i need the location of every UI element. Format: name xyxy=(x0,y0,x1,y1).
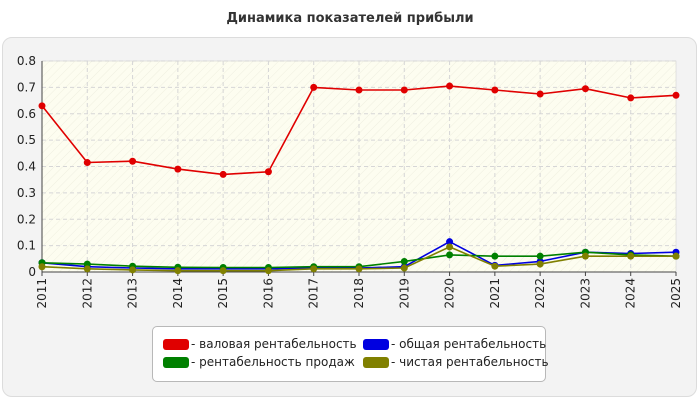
data-point-chistaya xyxy=(83,265,91,273)
legend-label-obshaya: - общая рентабельность xyxy=(391,337,547,351)
axes: 0 0.1 0.2 0.3 0.4 0.5 0.6 0.7 0.8 2011 2012 2013 201… xyxy=(17,54,683,309)
data-point-valovaya xyxy=(627,94,635,102)
data-point-chistaya xyxy=(627,252,635,260)
data-point-chistaya xyxy=(264,267,272,275)
y-tick-label: 0 xyxy=(28,265,36,279)
y-tick-label: 0.4 xyxy=(17,160,36,174)
data-point-prodazh xyxy=(536,252,544,260)
legend-item-chistaya: - чистая рентабельность xyxy=(363,353,549,371)
y-tick-label: 0.6 xyxy=(17,107,36,121)
data-point-valovaya xyxy=(38,102,46,110)
grid-lines xyxy=(42,60,676,272)
y-tick-label: 0.2 xyxy=(17,212,36,226)
data-point-valovaya xyxy=(174,165,182,173)
data-point-chistaya xyxy=(446,243,454,251)
data-point-chistaya xyxy=(491,262,499,270)
x-tick-label: 2023 xyxy=(578,278,592,309)
data-point-chistaya xyxy=(174,267,182,275)
x-tick-label: 2013 xyxy=(126,278,140,309)
data-point-chistaya xyxy=(672,252,680,260)
x-tick-label: 2018 xyxy=(352,278,366,309)
x-tick-label: 2016 xyxy=(261,278,275,309)
y-tick-label: 0.7 xyxy=(17,80,36,94)
legend: - валовая рентабельность - общая рентабе… xyxy=(152,326,549,382)
y-tick-label: 0.1 xyxy=(17,239,36,253)
data-point-chistaya xyxy=(129,266,137,274)
data-point-prodazh xyxy=(491,252,499,260)
data-point-valovaya xyxy=(536,90,544,98)
legend-swatch-valovaya xyxy=(163,338,189,350)
data-point-valovaya xyxy=(400,86,408,94)
x-tick-label: 2022 xyxy=(533,278,547,309)
y-tick-label: 0.8 xyxy=(17,54,36,68)
y-tick-label: 0.5 xyxy=(17,133,36,147)
data-point-valovaya xyxy=(219,170,227,178)
legend-swatch-obshaya xyxy=(363,338,389,350)
data-point-valovaya xyxy=(264,168,272,176)
x-tick-label: 2020 xyxy=(443,278,457,309)
data-point-chistaya xyxy=(355,265,363,273)
x-tick-label: 2012 xyxy=(80,278,94,309)
legend-item-obshaya: - общая рентабельность xyxy=(363,335,546,353)
data-point-valovaya xyxy=(355,86,363,94)
legend-label-prodazh: - рентабельность продаж xyxy=(191,355,355,369)
legend-swatch-prodazh xyxy=(163,356,189,368)
x-tick-label: 2021 xyxy=(488,278,502,309)
data-point-chistaya xyxy=(536,260,544,268)
data-point-chistaya xyxy=(38,263,46,271)
series-lines xyxy=(38,82,680,275)
data-point-chistaya xyxy=(581,252,589,260)
data-point-prodazh xyxy=(400,257,408,265)
x-tick-label: 2014 xyxy=(171,278,185,309)
legend-label-valovaya: - валовая рентабельность xyxy=(191,337,357,351)
x-tick-label: 2011 xyxy=(35,278,49,309)
y-tick-label: 0.3 xyxy=(17,186,36,200)
data-point-valovaya xyxy=(446,82,454,90)
chart-title: Динамика показателей прибыли xyxy=(226,11,474,26)
x-tick-label: 2024 xyxy=(624,278,638,309)
data-point-valovaya xyxy=(581,85,589,93)
data-point-obshaya xyxy=(446,238,454,246)
x-tick-label: 2025 xyxy=(669,278,683,309)
data-point-valovaya xyxy=(129,157,137,165)
legend-swatch-chistaya xyxy=(363,356,389,368)
data-point-valovaya xyxy=(491,86,499,94)
x-tick-label: 2019 xyxy=(397,278,411,309)
legend-label-chistaya: - чистая рентабельность xyxy=(391,355,549,369)
data-point-prodazh xyxy=(446,251,454,259)
data-point-chistaya xyxy=(400,264,408,272)
data-point-valovaya xyxy=(310,83,318,91)
x-tick-label: 2015 xyxy=(216,278,230,309)
x-tick-label: 2017 xyxy=(307,278,321,309)
legend-item-valovaya: - валовая рентабельность xyxy=(163,335,357,353)
data-point-valovaya xyxy=(672,91,680,99)
data-point-chistaya xyxy=(310,265,318,273)
data-point-chistaya xyxy=(219,267,227,275)
legend-item-prodazh: - рентабельность продаж xyxy=(163,353,355,371)
data-point-valovaya xyxy=(83,159,91,167)
